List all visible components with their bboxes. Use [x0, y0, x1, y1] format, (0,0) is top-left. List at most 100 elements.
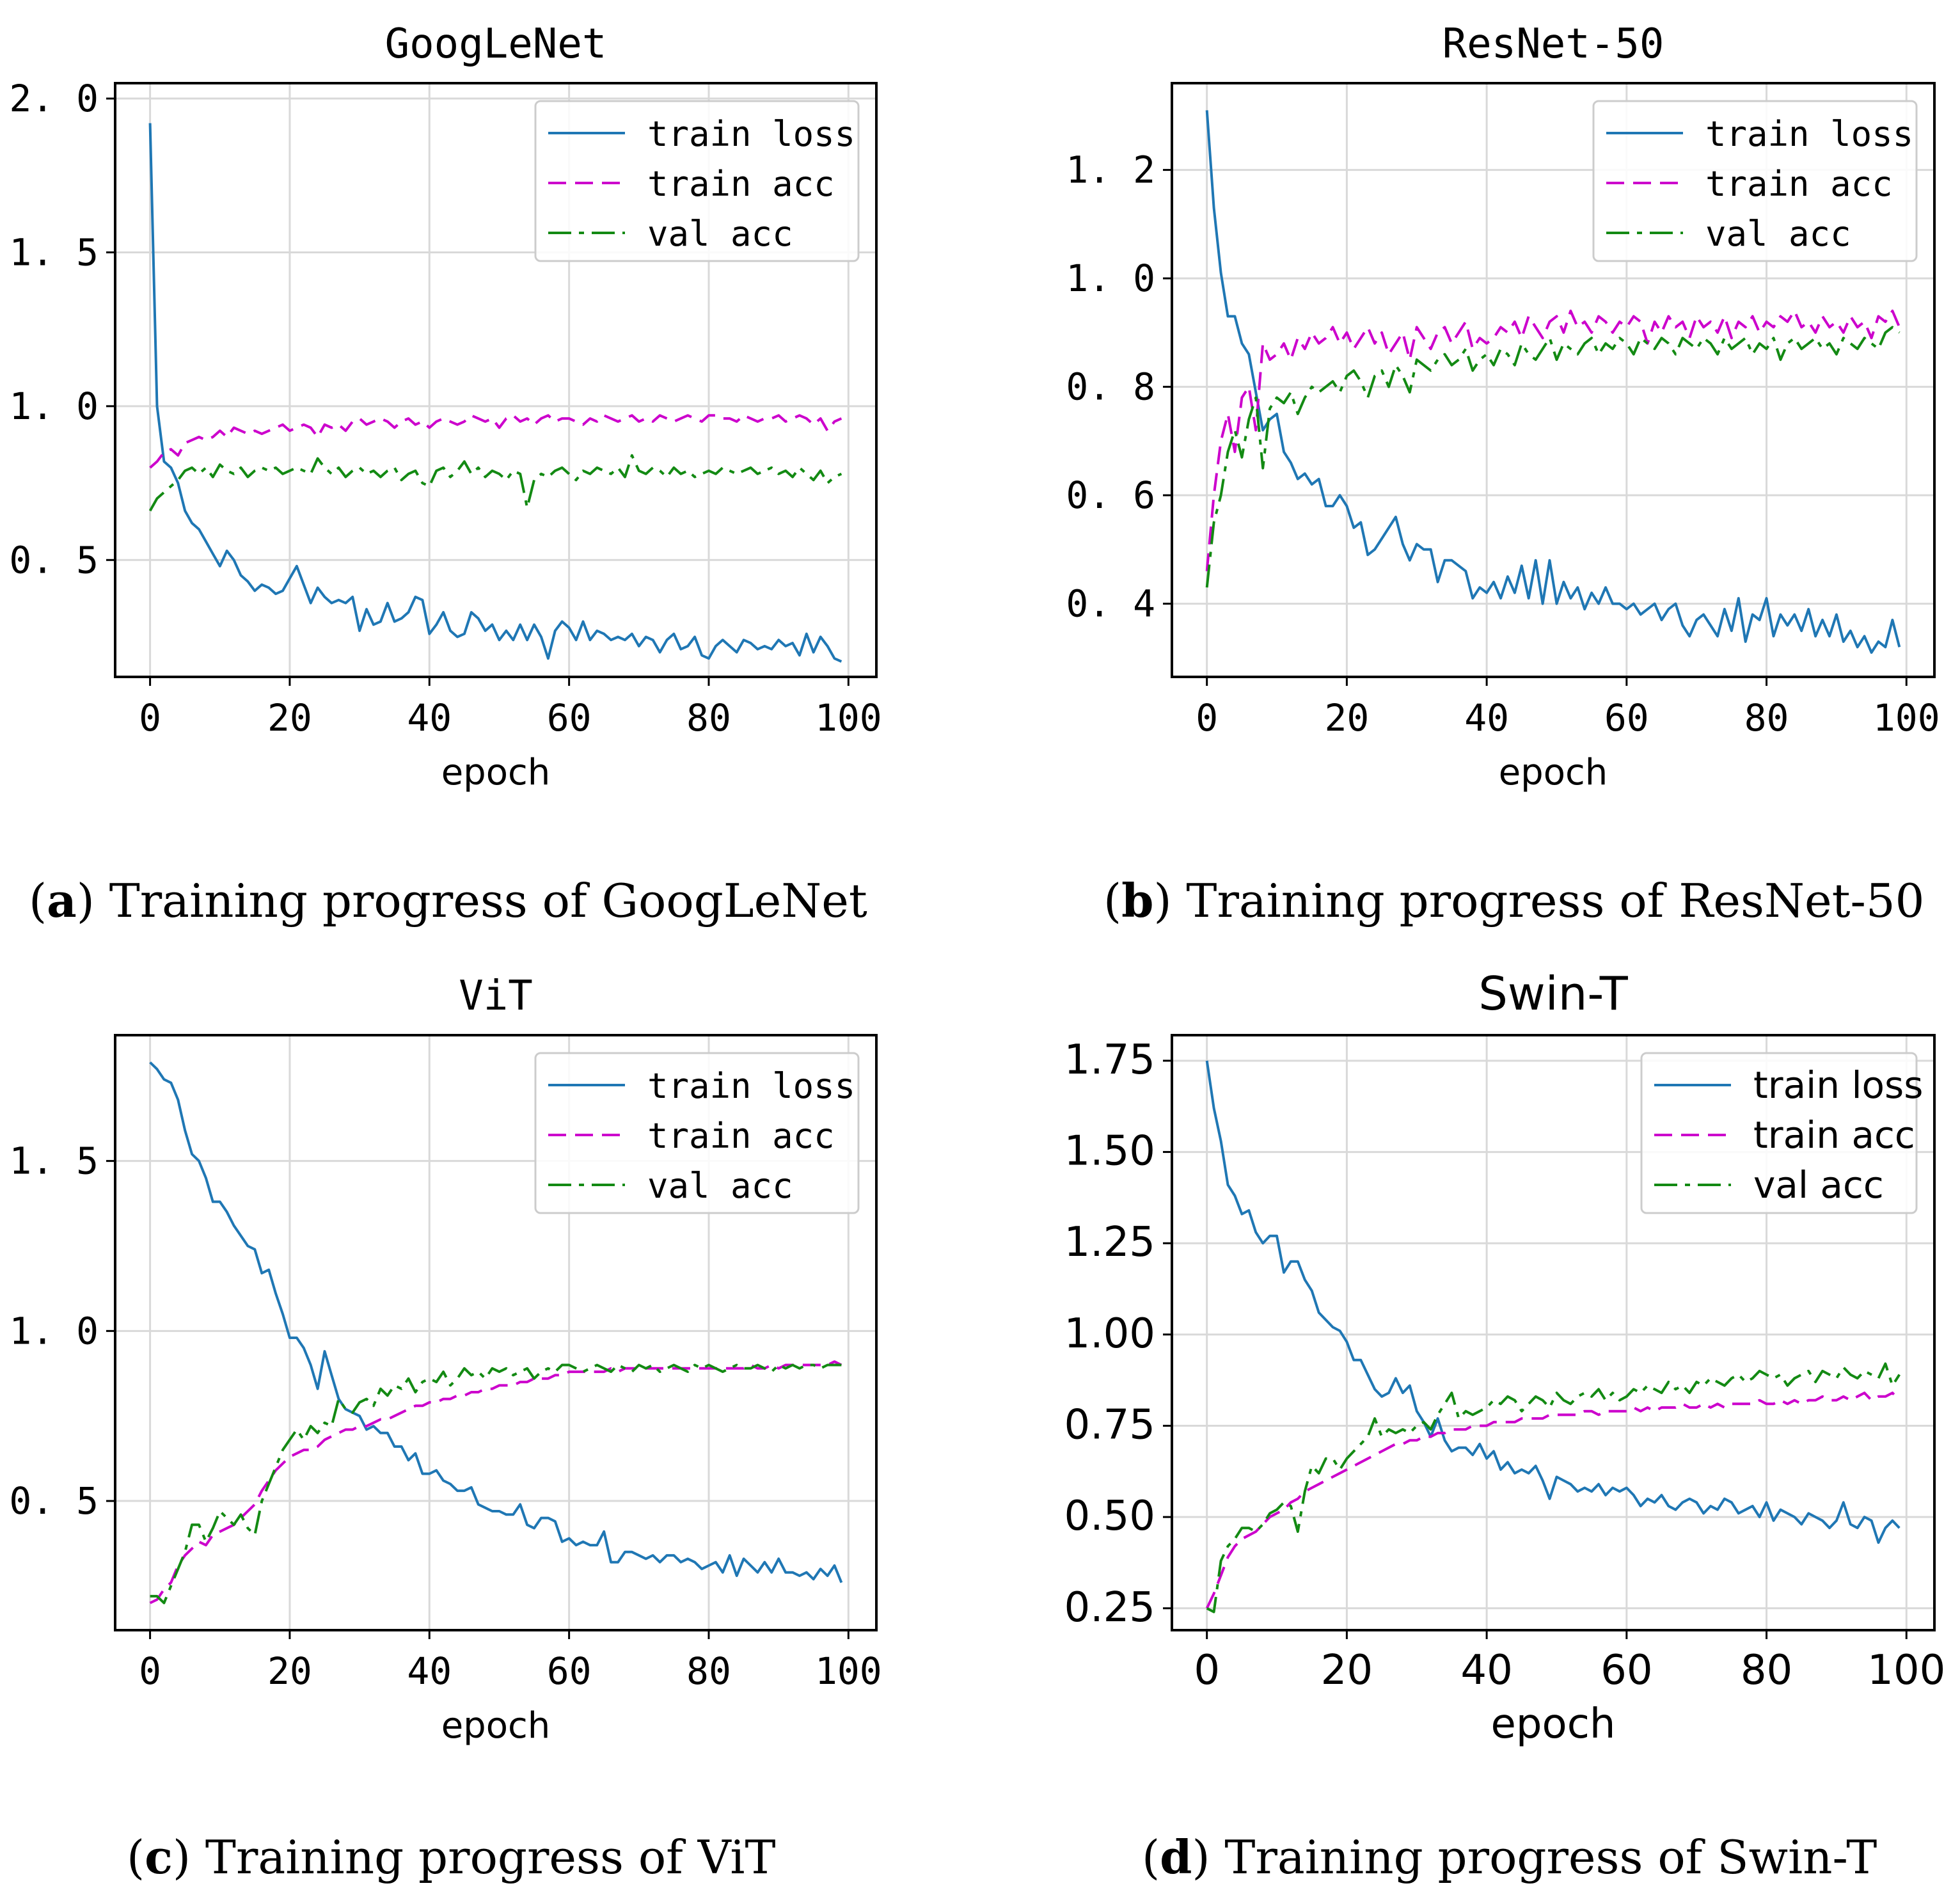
- x-tick-label: 20: [267, 1649, 312, 1693]
- y-tick-label: 0.50: [1064, 1493, 1156, 1540]
- legend-label-train-acc: train acc: [647, 1116, 835, 1156]
- x-tick-label: 60: [547, 696, 592, 740]
- x-tick-label: 80: [1741, 1647, 1792, 1694]
- legend-box: [534, 100, 860, 262]
- x-tick-label: 40: [407, 696, 452, 740]
- x-tick-label: 100: [815, 1649, 882, 1693]
- chart-panel-1: 0 20 40 60 80 100 0. 4 0. 6 0. 8 1. 0 1. 2 ResNet-5…: [1066, 20, 1940, 793]
- series-line-val-acc: [1206, 1362, 1901, 1614]
- y-tick-label: 0. 8: [1066, 365, 1155, 409]
- caption-a-letter: a: [47, 873, 77, 928]
- series-line-train-acc: [149, 414, 842, 469]
- series-line-train-acc: [1205, 1392, 1901, 1609]
- legend-box: [1640, 1052, 1918, 1214]
- y-tick-label: 1. 0: [9, 1309, 99, 1353]
- x-tick-label: 40: [407, 1649, 452, 1693]
- y-tick-label: 1.50: [1064, 1128, 1156, 1175]
- y-tick-label: 2. 0: [9, 77, 99, 120]
- caption-b-letter: b: [1121, 873, 1154, 928]
- y-tick-label: 0.75: [1064, 1401, 1156, 1448]
- caption-b-text: ) Training progress of ResNet-50: [1153, 874, 1925, 928]
- plot-frame: [114, 1034, 878, 1631]
- series-line-val-acc: [148, 454, 842, 512]
- chart-title: ResNet-50: [1442, 20, 1664, 68]
- x-tick-label: 100: [815, 696, 882, 740]
- legend-label-train-loss: train loss: [647, 114, 855, 154]
- legend-label-val-acc: val acc: [1705, 214, 1851, 254]
- legend: train loss train acc val acc: [534, 1052, 860, 1214]
- caption-c-open: (: [127, 1830, 145, 1884]
- y-tick-label: 1. 0: [1066, 257, 1155, 300]
- x-tick-label: 100: [1867, 1647, 1945, 1694]
- y-tick-label: 0. 4: [1066, 582, 1155, 626]
- legend-label-train-loss: train loss: [1705, 114, 1913, 154]
- plot-frame: [114, 82, 878, 678]
- x-tick-label: 0: [1196, 696, 1218, 740]
- series-line-val-acc: [1205, 326, 1901, 588]
- caption-a-text: ) Training progress of GoogLeNet: [76, 874, 867, 928]
- x-tick-label: 0: [1194, 1647, 1220, 1694]
- y-tick-label: 1.00: [1064, 1310, 1156, 1358]
- x-tick-label: 100: [1873, 696, 1940, 740]
- x-tick-label: 20: [1321, 1647, 1373, 1694]
- x-tick-label: 20: [1324, 696, 1369, 740]
- legend-label-val-acc: val acc: [647, 1166, 793, 1206]
- series-line-train-loss: [148, 123, 842, 663]
- y-tick-label: 1. 5: [9, 1139, 99, 1183]
- x-tick-label: 60: [1600, 1647, 1652, 1694]
- x-tick-label: 0: [139, 1649, 161, 1693]
- caption-a: (a) Training progress of GoogLeNet: [29, 873, 867, 928]
- chart-title: ViT: [459, 972, 533, 1020]
- chart-panel-0: 0 20 40 60 80 100 0. 5 1. 0 1. 5 2. 0 GoogLeNet epo…: [9, 20, 881, 793]
- caption-d: (d) Training progress of Swin-T: [1142, 1830, 1877, 1884]
- legend: train loss train acc val acc: [534, 100, 860, 262]
- x-tick-label: 60: [1604, 696, 1649, 740]
- legend-label-train-acc: train acc: [1753, 1113, 1915, 1157]
- legend-box: [1592, 100, 1918, 262]
- series-line-train-loss: [1205, 110, 1901, 654]
- series-line-train-acc: [149, 1360, 842, 1605]
- series-line-train-loss: [1205, 1060, 1901, 1544]
- y-tick-label: 0. 5: [9, 1479, 99, 1523]
- x-axis-label: epoch: [1491, 1701, 1616, 1748]
- x-tick-label: 80: [1744, 696, 1789, 740]
- caption-c: (c) Training progress of ViT: [127, 1830, 775, 1884]
- chart-panel-3: 0 20 40 60 80 100 0.25 0.50 0.75 1.00 1.25 1.50 1.75…: [1064, 967, 1946, 1748]
- series-line-val-acc: [150, 1363, 842, 1605]
- x-tick-label: 80: [686, 696, 731, 740]
- series-line-train-acc: [1205, 309, 1901, 571]
- series-line-train-loss: [149, 1061, 843, 1583]
- legend-label-val-acc: val acc: [1753, 1163, 1884, 1207]
- legend-label-train-acc: train acc: [647, 164, 835, 204]
- chart-title: Swin-T: [1478, 967, 1629, 1020]
- legend: train loss train acc val acc: [1640, 1052, 1923, 1214]
- y-tick-label: 1. 2: [1066, 148, 1155, 192]
- y-tick-label: 0. 6: [1066, 473, 1155, 517]
- x-tick-label: 80: [686, 1649, 731, 1693]
- legend-label-train-loss: train loss: [1753, 1063, 1923, 1107]
- caption-d-text: ) Training progress of Swin-T: [1192, 1830, 1877, 1884]
- y-tick-label: 1. 0: [9, 385, 99, 428]
- caption-b-open: (: [1103, 874, 1122, 928]
- caption-c-letter: c: [145, 1830, 173, 1884]
- caption-d-letter: d: [1160, 1830, 1192, 1884]
- legend-box: [534, 1052, 860, 1214]
- x-axis-label: epoch: [441, 1705, 551, 1747]
- caption-a-open: (: [29, 874, 47, 928]
- x-tick-label: 20: [267, 696, 312, 740]
- y-tick-label: 1.25: [1064, 1219, 1156, 1266]
- x-axis-label: epoch: [441, 752, 551, 793]
- y-tick-label: 1.75: [1064, 1036, 1156, 1084]
- y-tick-label: 1. 5: [9, 230, 99, 274]
- legend-label-train-acc: train acc: [1705, 164, 1893, 204]
- chart-title: GoogLeNet: [385, 20, 607, 68]
- x-tick-label: 60: [547, 1649, 592, 1693]
- plot-frame: [1171, 82, 1936, 678]
- chart-panel-2: 0 20 40 60 80 100 0. 5 1. 0 1. 5 ViT epoch train lo…: [9, 972, 881, 1747]
- y-tick-label: 0. 5: [9, 538, 99, 582]
- x-axis-label: epoch: [1499, 752, 1608, 793]
- legend-label-val-acc: val acc: [647, 214, 793, 254]
- y-tick-label: 0.25: [1064, 1584, 1156, 1631]
- caption-b: (b) Training progress of ResNet-50: [1103, 873, 1924, 928]
